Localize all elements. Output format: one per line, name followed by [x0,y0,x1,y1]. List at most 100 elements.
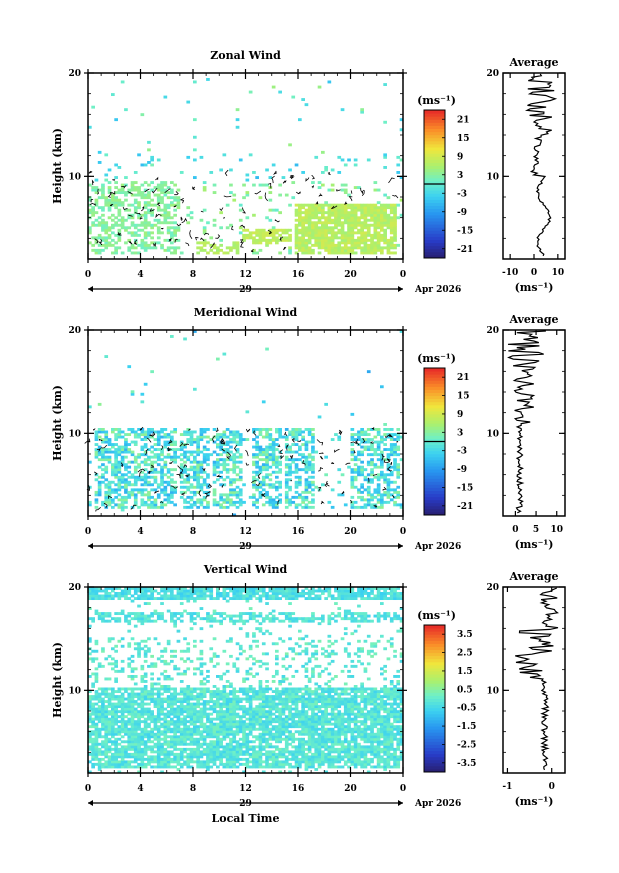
heatmap-cell [183,687,187,691]
heatmap-cell [147,193,151,197]
colorbar-segment [424,196,445,200]
colorbar-segment [424,466,445,470]
heatmap-cell [143,602,148,606]
heatmap-cell [163,445,168,449]
heatmap-cell [304,103,309,107]
heatmap-cell [156,730,161,734]
heatmap-cell [130,392,135,396]
heatmap-cell [153,612,158,616]
heatmap-cell [156,687,161,691]
heatmap-cell [389,433,394,437]
heatmap-cell [294,475,299,479]
heatmap-cell [143,617,148,621]
heatmap-cell [229,587,233,590]
heatmap-cell [150,755,154,759]
heatmap-cell [366,370,371,374]
heatmap-cell [111,732,115,736]
heatmap-cell [350,236,355,240]
heatmap-cell [383,480,387,484]
heatmap-cell [235,243,240,247]
heatmap-cell [88,702,92,706]
heatmap-cell [278,470,282,474]
heatmap-cell [156,752,161,756]
heatmap-cell [173,710,177,714]
heatmap-cell [206,732,210,736]
heatmap-cell [370,473,374,477]
zero-contour [315,201,319,205]
heatmap-cell [357,238,361,242]
heatmap-cell [140,183,145,187]
heatmap-cell [330,241,335,245]
heatmap-cell [170,203,174,207]
heatmap-cell [219,448,223,452]
heatmap-cell [386,248,391,252]
heatmap-cell [153,478,158,482]
heatmap-cell [238,500,243,504]
heatmap-cell [216,662,220,666]
heatmap-cell [350,238,355,242]
heatmap-cell [163,435,168,439]
heatmap-cell [130,765,135,769]
colorbar-segment [424,404,445,409]
heatmap-cell [176,617,181,621]
heatmap-cell [117,715,122,719]
heatmap-cell [334,246,338,250]
heatmap-cell [370,503,374,507]
heatmap-cell [117,695,122,699]
heatmap-cell [212,223,217,227]
heatmap-cell [170,649,174,653]
heatmap-cell [176,226,181,230]
heatmap-cell [363,213,368,217]
heatmap-cell [137,644,141,648]
heatmap-cell [120,692,125,696]
heatmap-cell [160,483,164,487]
heatmap-cell [94,732,99,736]
heatmap-cell [370,463,374,467]
colorbar-segment [424,371,445,375]
heatmap-cell [216,463,220,467]
zero-contour [286,444,290,451]
heatmap-cell [130,493,135,497]
heatmap-cell [389,480,394,484]
heatmap-cell [150,589,154,593]
heatmap-cell [301,211,305,215]
heatmap-cell [265,435,269,439]
heatmap-cell [147,211,151,215]
heatmap-cell [140,445,145,449]
heatmap-cell [143,594,148,598]
heatmap-cell [261,453,266,457]
heatmap-cell [229,490,233,494]
heatmap-cell [120,500,125,504]
heatmap-cell [386,483,391,487]
heatmap-cell [232,740,237,744]
heatmap-cell [160,181,164,185]
heatmap-cell [104,737,109,741]
heatmap-cell [130,677,135,681]
heatmap-cell [166,483,171,487]
zero-contour [234,445,238,452]
heatmap-cell [327,500,332,504]
heatmap-cell [206,680,210,683]
heatmap-cell [261,428,266,431]
heatmap-cell [199,500,204,504]
heatmap-cell [383,443,387,447]
heatmap-cell [380,238,384,242]
heatmap-cell [111,690,115,694]
heatmap-cell [373,251,378,255]
colorbar-segment [424,413,445,418]
heatmap-cell [307,238,312,242]
heatmap-cell [376,201,381,205]
heatmap-cell [216,755,220,759]
heatmap-cell [147,505,151,509]
heatmap-cell [160,760,164,764]
heatmap-cell [107,443,112,447]
heatmap-cell [179,705,184,709]
heatmap-cell [107,495,112,499]
heatmap-cell [327,226,332,230]
heatmap-cell [101,213,105,217]
heatmap-cell [193,752,197,756]
heatmap-cell [130,203,135,207]
heatmap-cell [156,735,161,739]
heatmap-cell [88,624,92,628]
heatmap-cell [225,435,230,439]
